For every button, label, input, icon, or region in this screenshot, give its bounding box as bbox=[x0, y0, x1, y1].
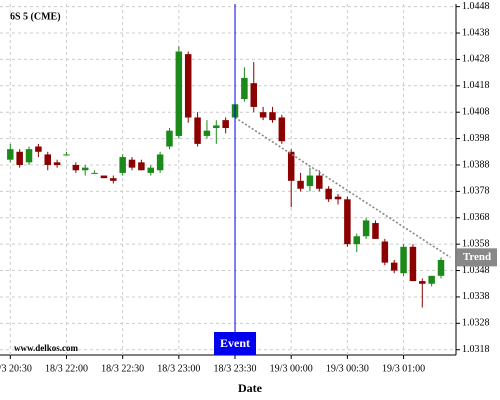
y-tick-label: 1.0428 bbox=[462, 54, 490, 65]
candle-body bbox=[390, 262, 398, 271]
y-tick-label: 1.0368 bbox=[462, 212, 490, 223]
y-tick-label: 1.0388 bbox=[462, 159, 490, 170]
y-tick-label: 1.0418 bbox=[462, 80, 490, 91]
y-tick-label: 1.0408 bbox=[462, 106, 490, 117]
candle-body bbox=[316, 175, 323, 189]
candle-body bbox=[400, 246, 407, 274]
candle-body bbox=[381, 241, 389, 263]
watermark: www.delkos.com bbox=[14, 343, 79, 353]
x-tick-label: 19/3 01:00 bbox=[382, 363, 425, 374]
x-tick-label: 18/3 20:30 bbox=[0, 363, 32, 374]
y-tick-label: 1.0398 bbox=[462, 133, 490, 144]
chart-title: 6S 5 (CME) bbox=[10, 11, 61, 22]
trend-label: Trend bbox=[463, 251, 491, 263]
candle-body bbox=[259, 112, 267, 118]
candle-body bbox=[53, 162, 61, 165]
candle-body bbox=[222, 120, 229, 129]
candle-body bbox=[353, 236, 360, 245]
candle-body bbox=[100, 175, 108, 179]
candle-body bbox=[7, 149, 14, 160]
candle-body bbox=[119, 157, 126, 173]
candle-body bbox=[156, 154, 164, 171]
y-tick-label: 1.0438 bbox=[462, 27, 490, 38]
candle-body bbox=[419, 281, 426, 284]
candle-body bbox=[194, 117, 201, 144]
event-label: Event bbox=[220, 336, 250, 350]
candle-body bbox=[81, 167, 89, 171]
candle-body bbox=[372, 223, 379, 239]
candle-body bbox=[72, 164, 80, 171]
candle-body bbox=[128, 159, 136, 168]
candle-body bbox=[297, 180, 304, 189]
y-tick-label: 1.0338 bbox=[462, 291, 490, 302]
x-tick-label: 18/3 22:00 bbox=[45, 363, 88, 374]
candle-body bbox=[35, 146, 42, 152]
candle-body bbox=[213, 125, 220, 129]
event-label-box bbox=[214, 332, 257, 355]
y-tick-label: 1.0348 bbox=[462, 265, 490, 276]
candle-body bbox=[203, 130, 211, 136]
candle-body bbox=[287, 151, 295, 181]
candle-body bbox=[147, 167, 155, 173]
candle-body bbox=[250, 83, 257, 107]
candle-body bbox=[44, 154, 52, 165]
y-tick-label: 1.0318 bbox=[462, 344, 490, 355]
x-tick-label: 19/3 00:00 bbox=[270, 363, 313, 374]
candle-body bbox=[409, 246, 417, 282]
candle-body bbox=[138, 162, 145, 171]
candle-body bbox=[91, 172, 98, 174]
candle-body bbox=[63, 154, 70, 156]
candle-body bbox=[269, 112, 276, 121]
candle-body bbox=[184, 54, 192, 118]
candle-body bbox=[110, 178, 117, 181]
x-tick-label: 18/3 22:30 bbox=[101, 363, 144, 374]
x-axis-label: Date bbox=[238, 381, 263, 395]
y-tick-label: 1.0448 bbox=[462, 1, 490, 12]
candle-body bbox=[362, 220, 370, 237]
x-tick-label: 18/3 23:30 bbox=[213, 363, 256, 374]
trend-line bbox=[234, 116, 451, 259]
candle-body bbox=[325, 188, 332, 200]
candle-body bbox=[241, 77, 248, 100]
candle-body bbox=[25, 149, 33, 163]
x-tick-label: 18/3 23:00 bbox=[157, 363, 200, 374]
y-tick-label: 1.0328 bbox=[462, 318, 490, 329]
candle-body bbox=[16, 151, 23, 165]
candle-body bbox=[428, 275, 435, 284]
candle-body bbox=[175, 51, 183, 136]
candle-body bbox=[166, 130, 173, 147]
candle-body bbox=[344, 199, 351, 245]
y-tick-label: 1.0378 bbox=[462, 186, 490, 197]
candle-body bbox=[334, 196, 342, 200]
candle-body bbox=[437, 259, 445, 276]
y-tick-label: 1.0358 bbox=[462, 238, 490, 249]
candle-body bbox=[278, 117, 286, 142]
candle-body bbox=[306, 175, 314, 187]
x-tick-label: 19/3 00:30 bbox=[326, 363, 369, 374]
trend-label-box bbox=[457, 248, 497, 267]
